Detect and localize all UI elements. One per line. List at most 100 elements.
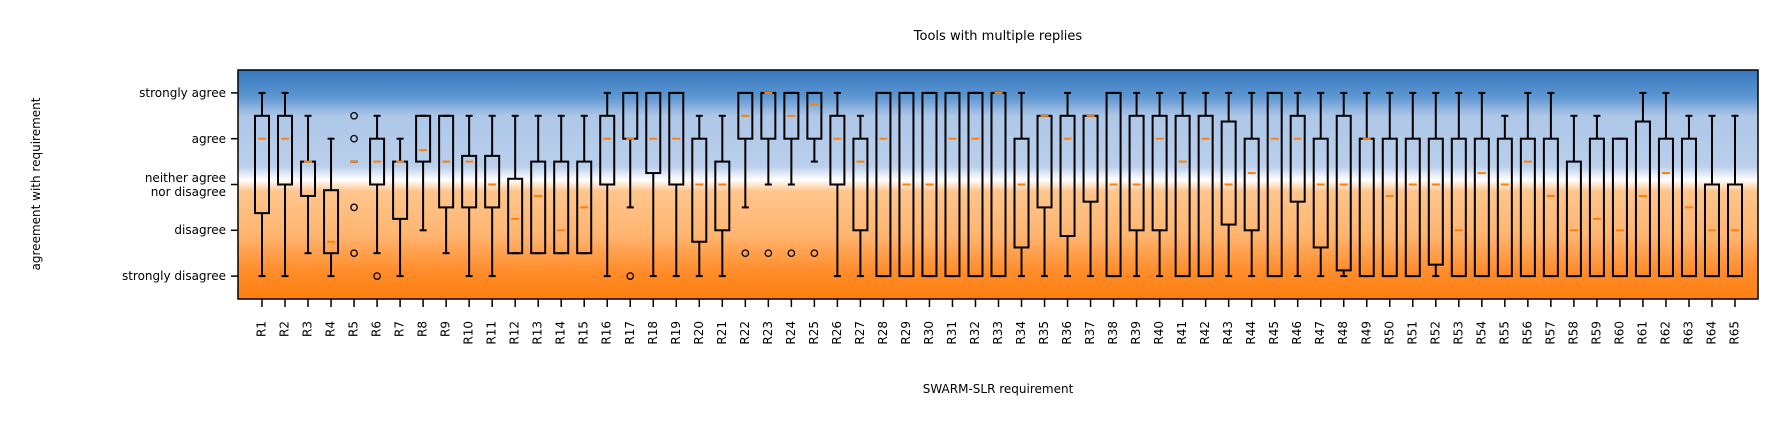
x-tick-label: R46: [1290, 321, 1304, 345]
box: [1289, 114, 1306, 203]
box: [1174, 114, 1191, 278]
y-tick-label: strongly disagree: [121, 269, 226, 284]
box: [1335, 114, 1352, 272]
x-tick-label: R58: [1566, 321, 1580, 345]
x-tick-label: R63: [1681, 321, 1695, 345]
x-tick-label: R35: [1037, 321, 1051, 345]
box: [1450, 137, 1467, 278]
x-tick-label: R51: [1405, 321, 1419, 345]
box: [530, 160, 547, 255]
x-tick-label: R48: [1336, 321, 1350, 345]
y-tick-label: agree: [191, 131, 226, 146]
x-tick-label: R6: [370, 321, 384, 337]
x-tick-label: R29: [899, 321, 913, 345]
x-tick-label: R5: [347, 321, 361, 337]
x-tick-label: R19: [669, 321, 683, 345]
box: [1657, 137, 1674, 278]
outlier: [764, 249, 773, 258]
x-tick-label: R27: [853, 321, 867, 345]
box: [806, 91, 823, 140]
outlier: [741, 249, 750, 258]
x-tick-label: R16: [600, 321, 614, 345]
outlier: [350, 203, 358, 212]
plot-background: [238, 70, 1758, 299]
box: [599, 114, 616, 186]
outlier: [373, 272, 381, 280]
box: [1243, 137, 1260, 232]
x-tick-label: R64: [1704, 321, 1718, 345]
x-tick-label: R26: [830, 321, 844, 345]
x-tick-label: R4: [324, 321, 338, 337]
chart-title: Tools with multiple replies: [913, 29, 1083, 44]
x-tick-label: R22: [738, 321, 752, 345]
box: [1496, 137, 1513, 278]
box: [1542, 137, 1559, 278]
box: [438, 114, 455, 209]
x-tick-label: R17: [623, 321, 637, 345]
box: [1151, 114, 1168, 232]
x-axis-label: SWARM-SLR requirement: [923, 382, 1074, 396]
box: [1473, 137, 1490, 278]
x-tick-label: R44: [1244, 321, 1258, 345]
x-tick-label: R25: [807, 321, 821, 345]
x-tick-label: R45: [1267, 321, 1281, 345]
x-tick-label: R47: [1313, 321, 1327, 345]
box: [1703, 183, 1720, 278]
box: [783, 91, 800, 140]
box: [1105, 91, 1122, 278]
x-tick-label: R61: [1635, 321, 1649, 345]
box: [668, 91, 685, 186]
y-axis-label: agreement with requirement: [29, 97, 43, 270]
x-tick-label: R32: [968, 321, 982, 345]
box: [1266, 91, 1283, 278]
x-tick-label: R36: [1060, 321, 1074, 345]
x-tick-label: R30: [922, 321, 936, 345]
x-tick-label: R11: [485, 321, 499, 345]
x-tick-label: R50: [1382, 321, 1396, 345]
x-tick-label: R2: [278, 321, 292, 337]
y-tick-label: disagree: [174, 223, 226, 238]
x-tick-label: R18: [646, 321, 660, 345]
x-tick-label: R55: [1497, 321, 1511, 345]
outlier: [787, 249, 796, 258]
plot-frame: [237, 69, 1759, 300]
x-tick-label: R38: [1106, 321, 1120, 345]
box: [461, 154, 478, 209]
outlier: [810, 249, 819, 258]
x-tick-label: R62: [1658, 321, 1672, 345]
x-tick-label: R43: [1221, 321, 1235, 345]
box: [875, 91, 892, 278]
x-tick-label: R49: [1359, 321, 1373, 345]
box: [1727, 183, 1743, 278]
box: [967, 91, 984, 278]
outlier: [350, 249, 358, 258]
box: [1634, 120, 1651, 278]
box: [576, 160, 593, 255]
box: [1588, 137, 1605, 278]
box: [737, 91, 754, 140]
x-tick-label: R37: [1083, 321, 1097, 345]
outlier: [350, 111, 358, 120]
x-tick-label: R57: [1543, 321, 1557, 345]
box: [898, 91, 915, 278]
x-tick-label: R8: [416, 321, 430, 337]
box: [254, 114, 270, 215]
x-tick-label: R52: [1428, 321, 1442, 345]
x-tick-label: R41: [1175, 321, 1189, 345]
x-tick-label: R28: [876, 321, 890, 345]
box: [484, 154, 501, 209]
x-tick-label: R14: [554, 321, 568, 345]
box: [944, 91, 961, 278]
x-tick-label: R31: [945, 321, 959, 345]
box: [1197, 114, 1214, 278]
box: [921, 91, 938, 278]
x-tick-label: R12: [508, 321, 522, 345]
x-tick-label: R23: [761, 321, 775, 345]
box: [277, 114, 294, 186]
box: [323, 189, 340, 255]
box: [645, 91, 662, 175]
box: [1404, 137, 1421, 278]
box: [507, 177, 524, 255]
box: [1611, 137, 1628, 278]
